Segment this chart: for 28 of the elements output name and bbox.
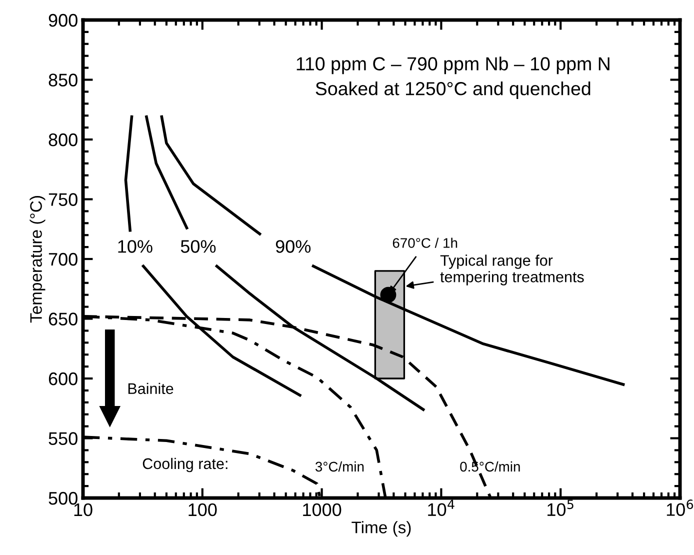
annotation: 670°C / 1h — [392, 238, 458, 248]
y-tick-label: 500 — [48, 492, 78, 505]
y-tick-label: 800 — [48, 133, 78, 146]
annotation: Typical range for tempering treatments — [440, 254, 584, 286]
annotation: 3°C/min — [315, 461, 364, 472]
x-tick-label: 1000 — [303, 503, 342, 516]
annotation: 110 ppm C – 790 ppm Nb – 10 ppm N — [296, 56, 610, 74]
x-tick-label: 10$^{4}$ — [428, 500, 454, 516]
y-tick-label: 550 — [48, 432, 78, 445]
y-tick-label: 850 — [48, 74, 78, 86]
y-tick-label: 650 — [48, 312, 78, 326]
y-tick-label: 600 — [48, 372, 78, 386]
y-tick-label: 750 — [48, 193, 78, 206]
annotation: Cooling rate: — [142, 458, 228, 472]
annotation: 0.5°C/min — [460, 461, 520, 472]
y-axis-title: Temperature (°C) — [30, 196, 46, 323]
x-axis-title: Time (s) — [352, 521, 411, 537]
y-tick-label: 900 — [48, 14, 78, 27]
annotation: 90% — [276, 240, 311, 253]
x-tick-label: 100 — [188, 503, 217, 516]
annotation: 50% — [180, 240, 216, 253]
x-tick-label: 10$^{5}$ — [548, 500, 574, 516]
x-tick-label: 10 — [74, 503, 92, 516]
x-tick-label: 10$^{6}$ — [666, 500, 694, 516]
annotation: 10% — [118, 240, 152, 253]
y-tick-label: 700 — [48, 252, 78, 266]
annotation: Bainite — [128, 382, 174, 394]
annotation: Soaked at 1250°C and quenched — [316, 82, 590, 100]
